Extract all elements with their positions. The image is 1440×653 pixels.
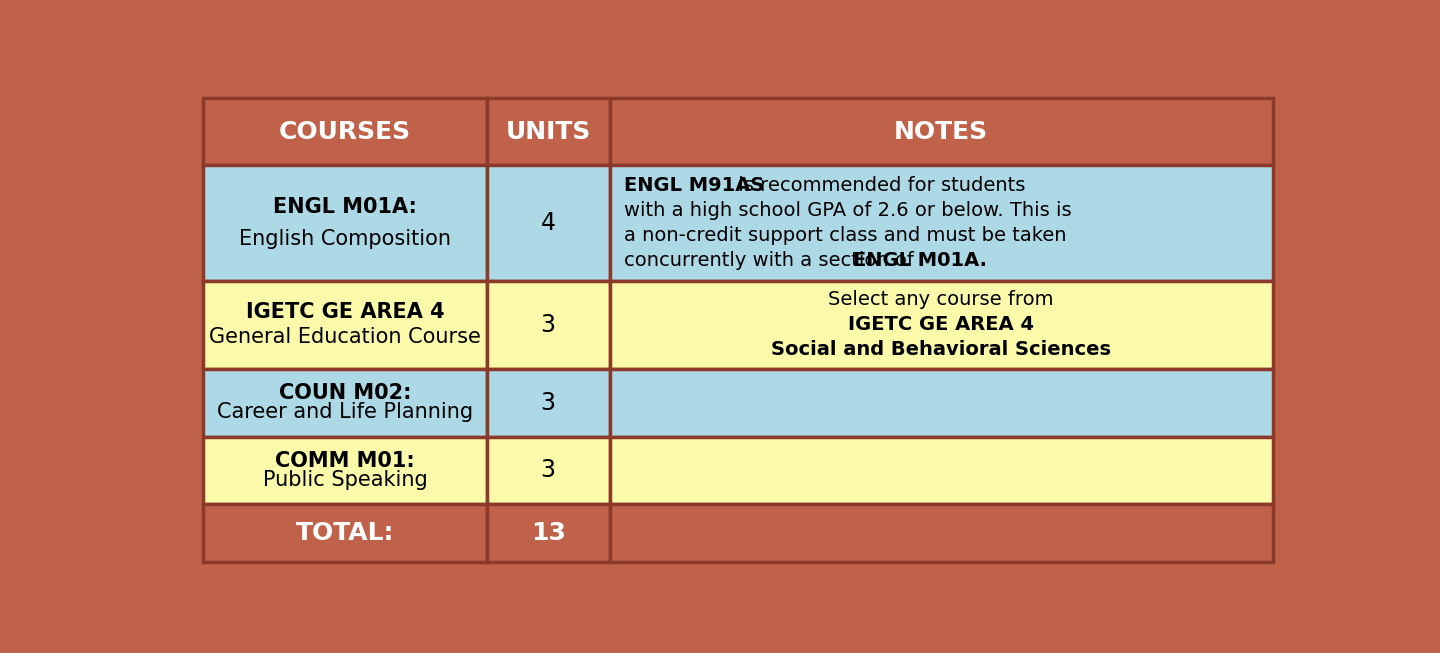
Text: ENGL M01A:: ENGL M01A: <box>274 197 418 217</box>
Bar <box>487 97 609 165</box>
Text: Social and Behavioral Sciences: Social and Behavioral Sciences <box>772 340 1112 359</box>
Text: a non-credit support class and must be taken: a non-credit support class and must be t… <box>624 226 1066 245</box>
Text: General Education Course: General Education Course <box>209 327 481 347</box>
Text: Career and Life Planning: Career and Life Planning <box>217 402 472 422</box>
Text: English Composition: English Composition <box>239 229 451 249</box>
Bar <box>487 281 609 369</box>
Text: IGETC GE AREA 4: IGETC GE AREA 4 <box>848 315 1034 334</box>
Text: Select any course from: Select any course from <box>828 290 1054 309</box>
Text: 3: 3 <box>540 390 556 415</box>
Bar <box>487 504 609 562</box>
Bar <box>609 281 1273 369</box>
Text: IGETC GE AREA 4: IGETC GE AREA 4 <box>246 302 445 323</box>
Text: Public Speaking: Public Speaking <box>262 470 428 490</box>
Text: COUN M02:: COUN M02: <box>279 383 412 403</box>
Bar <box>487 436 609 504</box>
Text: 3: 3 <box>540 313 556 337</box>
Text: NOTES: NOTES <box>894 119 988 144</box>
Text: with a high school GPA of 2.6 or below. This is: with a high school GPA of 2.6 or below. … <box>624 201 1071 220</box>
Bar <box>203 281 487 369</box>
Bar <box>609 165 1273 281</box>
Bar <box>203 165 487 281</box>
Text: ENGL M01A.: ENGL M01A. <box>852 251 986 270</box>
Text: UNITS: UNITS <box>505 119 590 144</box>
Text: TOTAL:: TOTAL: <box>295 521 395 545</box>
Bar <box>487 165 609 281</box>
Bar <box>609 369 1273 436</box>
Bar <box>203 436 487 504</box>
Text: 13: 13 <box>531 521 566 545</box>
Bar <box>203 369 487 436</box>
Text: is recommended for students: is recommended for students <box>733 176 1025 195</box>
Text: 3: 3 <box>540 458 556 483</box>
Bar <box>203 504 487 562</box>
Text: COMM M01:: COMM M01: <box>275 451 415 471</box>
Bar <box>609 436 1273 504</box>
Bar <box>609 97 1273 165</box>
Text: COURSES: COURSES <box>279 119 410 144</box>
Text: ENGL M91AS: ENGL M91AS <box>624 176 765 195</box>
Text: 4: 4 <box>540 211 556 235</box>
Bar <box>487 369 609 436</box>
Bar <box>609 504 1273 562</box>
Bar <box>203 97 487 165</box>
Text: concurrently with a section of: concurrently with a section of <box>624 251 920 270</box>
